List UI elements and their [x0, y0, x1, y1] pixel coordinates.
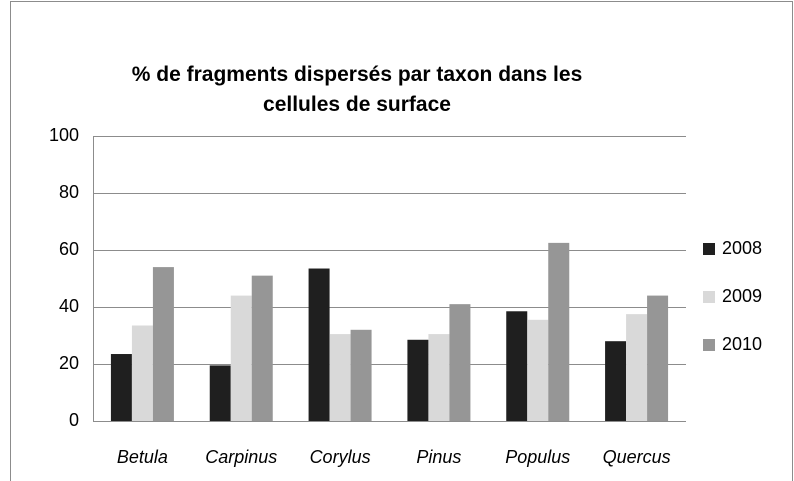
bar — [131, 325, 153, 421]
bar — [209, 365, 231, 421]
bar — [110, 354, 132, 421]
bar — [428, 334, 450, 421]
y-tick-label: 60 — [59, 239, 79, 259]
chart-title: % de fragments dispersés par taxon dans … — [131, 63, 583, 116]
bar — [230, 295, 252, 421]
y-tick-label: 0 — [69, 410, 79, 430]
x-tick-label: Pinus — [416, 447, 461, 467]
bar — [548, 242, 570, 421]
bar — [251, 275, 273, 421]
x-tick-label: Populus — [505, 447, 570, 467]
x-tick-label: Betula — [117, 447, 168, 467]
y-tick-label: 40 — [59, 296, 79, 316]
legend-swatch — [703, 243, 715, 255]
bar — [308, 268, 330, 421]
legend-swatch — [703, 339, 715, 351]
bar — [527, 319, 549, 421]
x-tick-label: Quercus — [603, 447, 671, 467]
bar — [350, 329, 372, 421]
bar — [407, 339, 429, 421]
legend-label: 2009 — [722, 286, 762, 306]
legend-swatch — [703, 291, 715, 303]
chart-border — [10, 1, 793, 481]
bar — [647, 295, 669, 421]
y-tick-label: 100 — [49, 125, 79, 145]
x-tick-label: Carpinus — [205, 447, 277, 467]
y-tick-label: 20 — [59, 353, 79, 373]
bar — [506, 311, 528, 421]
x-tick-label: Corylus — [310, 447, 371, 467]
bar — [449, 304, 471, 421]
legend-label: 2008 — [722, 238, 762, 258]
bar — [329, 334, 351, 421]
bar — [152, 267, 174, 421]
bar — [626, 314, 648, 421]
legend-label: 2010 — [722, 334, 762, 354]
y-tick-label: 80 — [59, 182, 79, 202]
bar — [605, 341, 627, 421]
